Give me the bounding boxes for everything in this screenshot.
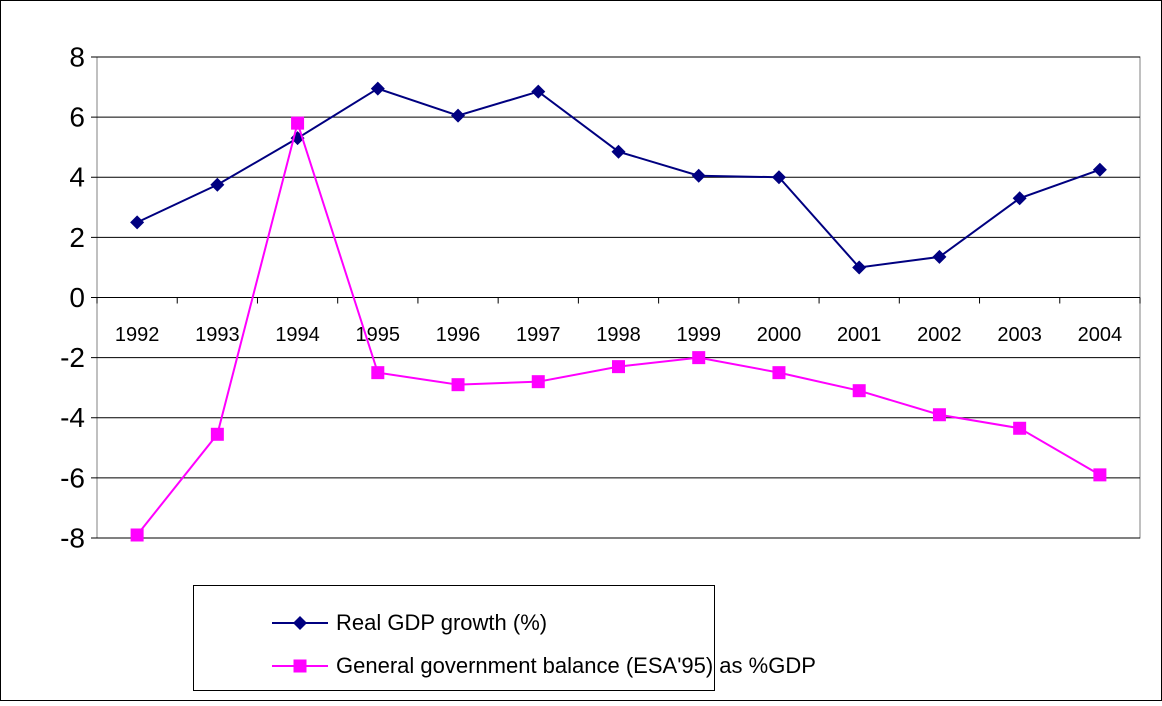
marker: [451, 108, 466, 123]
marker: [1012, 191, 1027, 206]
marker: [932, 408, 946, 422]
marker: [130, 215, 145, 230]
marker: [210, 177, 225, 192]
marker: [293, 616, 307, 630]
marker: [692, 351, 706, 365]
y-tick-label: -8: [60, 522, 85, 553]
x-tick-label: 2004: [1078, 324, 1123, 346]
legend-label: General government balance (ESA'95) as %…: [336, 653, 816, 678]
marker: [1093, 468, 1107, 482]
y-tick-label: 6: [69, 102, 85, 133]
marker: [611, 144, 626, 159]
marker: [691, 168, 706, 183]
x-tick-label: 1994: [275, 324, 320, 346]
x-tick-label: 2003: [997, 324, 1042, 346]
marker: [852, 384, 866, 398]
marker: [771, 170, 786, 185]
x-tick-label: 1999: [676, 324, 721, 346]
x-tick-label: 2000: [757, 324, 802, 346]
marker: [1092, 162, 1107, 177]
x-tick-label: 1992: [115, 324, 160, 346]
x-tick-label: 1998: [596, 324, 641, 346]
marker: [772, 366, 786, 380]
marker: [371, 366, 385, 380]
y-tick-label: 0: [69, 282, 85, 313]
marker: [370, 81, 385, 96]
marker: [293, 659, 307, 673]
marker: [612, 360, 625, 374]
marker: [451, 378, 465, 392]
x-tick-label: 1996: [436, 324, 481, 346]
y-tick-label: -6: [60, 462, 85, 493]
x-tick-label: 1997: [516, 324, 561, 346]
x-tick-label: 2001: [837, 324, 882, 346]
y-tick-label: -4: [60, 402, 85, 433]
marker: [130, 528, 144, 542]
legend-box: [193, 585, 715, 691]
x-tick-label: 1993: [195, 324, 240, 346]
marker: [531, 375, 545, 389]
x-tick-label: 2002: [917, 324, 962, 346]
legend-label: Real GDP growth (%): [336, 610, 547, 635]
marker: [210, 427, 224, 441]
marker: [932, 249, 947, 264]
marker: [852, 260, 867, 275]
marker: [1013, 421, 1027, 435]
marker: [291, 116, 305, 130]
y-tick-label: 2: [69, 222, 85, 253]
y-tick-label: 4: [69, 162, 85, 193]
marker: [531, 84, 546, 99]
y-tick-label: -2: [60, 342, 85, 373]
y-tick-label: 8: [69, 41, 85, 72]
